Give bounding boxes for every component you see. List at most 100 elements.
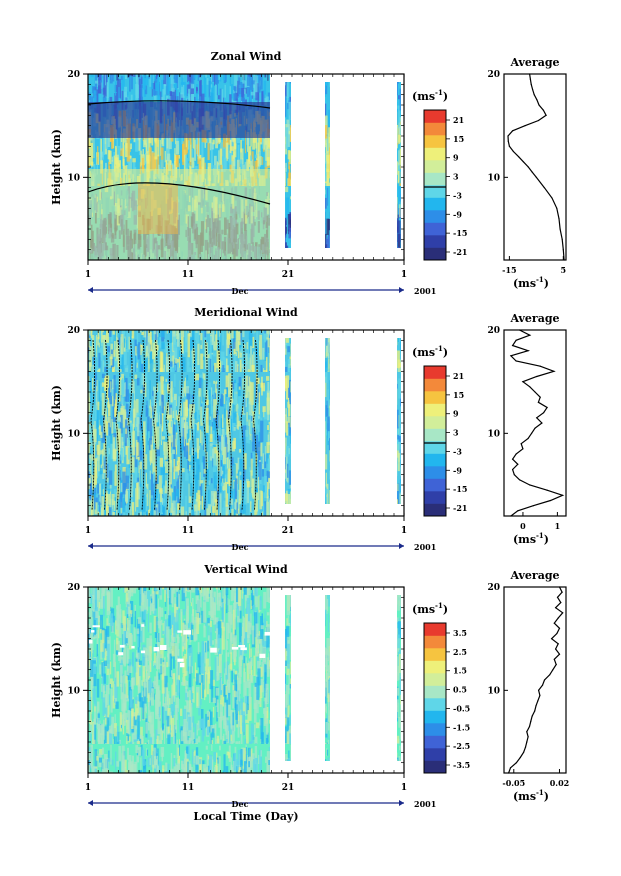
- profile-point: [537, 401, 540, 403]
- profile-frame: [503, 73, 567, 261]
- heatmap-texture: [88, 330, 270, 516]
- profile-point: [523, 751, 525, 753]
- profile-title: Average: [509, 569, 559, 582]
- profile-point: [557, 617, 559, 619]
- colorbar-tick-label: -3: [453, 446, 462, 456]
- profile-point: [530, 83, 532, 85]
- colorbar-swatch: [424, 491, 446, 504]
- profile-point: [555, 607, 557, 609]
- colorbar-swatch: [424, 235, 446, 248]
- contour-line: [103, 339, 108, 511]
- colorbar-tick-label: -2.5: [453, 741, 470, 751]
- profile-point: [558, 653, 561, 655]
- profile-point: [553, 370, 555, 372]
- x-tick-label: 11: [182, 526, 195, 536]
- profile-y-tick-label: 20: [487, 326, 500, 336]
- profile-x-label-close: ): [544, 790, 549, 803]
- profile-x-tick-label: 1: [555, 521, 561, 531]
- colorbar-unit-label: (ms-1): [412, 344, 448, 359]
- colorbar-tick-label: 0.5: [453, 685, 467, 695]
- profile-point: [557, 643, 559, 645]
- colorbar-unit-exponent: -1: [435, 344, 443, 353]
- colorbar-swatch: [424, 428, 446, 442]
- missing-data-speck: [264, 631, 271, 636]
- profile-x-label-text: (ms: [513, 277, 536, 290]
- colorbar-tick-label: -21: [453, 247, 467, 257]
- contour-line: [203, 339, 208, 511]
- heatmap-sample-column-texture: [325, 82, 330, 248]
- colorbar-unit-close: ): [443, 346, 448, 359]
- colorbar-frame: [423, 622, 447, 774]
- month-axis-arrow-left: [88, 287, 93, 293]
- profile-title: Average: [509, 56, 559, 69]
- colorbar-tick-label: -1.5: [453, 722, 470, 732]
- heatmap-sample-column-texture: [325, 595, 330, 761]
- profile-point: [535, 176, 537, 178]
- missing-data-speck: [131, 645, 135, 649]
- profile-point: [541, 684, 544, 686]
- profile-frame: [503, 586, 567, 774]
- profile-point: [529, 78, 532, 80]
- missing-data-speck: [118, 652, 124, 656]
- colorbar-swatch: [424, 478, 446, 492]
- profile-point: [556, 632, 558, 635]
- x-tick-label: 21: [282, 783, 295, 793]
- heatmap-sample-column-texture: [285, 595, 291, 761]
- colorbar-tick-label: -0.5: [453, 703, 470, 713]
- profile-point: [536, 417, 538, 419]
- profile-point: [561, 238, 563, 240]
- x-tick-label: 21: [282, 526, 295, 536]
- colorbar-swatch: [424, 147, 446, 161]
- profile-point: [562, 249, 564, 251]
- profile-x-label: (ms-1): [513, 788, 549, 803]
- profile-point: [515, 762, 518, 764]
- x-tick-label: 1: [401, 526, 407, 536]
- colorbar-swatch: [424, 122, 446, 136]
- heatmap-sample-column-texture: [285, 82, 291, 248]
- profile-point: [528, 725, 531, 728]
- profile-point: [515, 339, 517, 341]
- colorbar-swatch: [424, 160, 446, 173]
- colorbar-swatch: [424, 723, 446, 736]
- profile-point: [560, 601, 562, 604]
- panel-title: Vertical Wind: [203, 563, 288, 576]
- x-tick-label: 11: [182, 783, 195, 793]
- colorbar-tick-label: 9: [453, 409, 459, 419]
- x-tick-label: 1: [85, 270, 91, 280]
- panel-title: Meridional Wind: [194, 306, 298, 319]
- colorbar-swatch: [424, 210, 446, 223]
- profile-point: [541, 422, 543, 424]
- colorbar-swatch: [424, 466, 446, 479]
- year-label: 2001: [414, 799, 436, 809]
- x-tick-label: 1: [85, 526, 91, 536]
- colorbar-swatch: [424, 685, 446, 699]
- colorbar-tick-label: 21: [453, 115, 464, 125]
- y-tick-label: 20: [67, 583, 80, 593]
- x-month-label: Dec: [232, 286, 249, 296]
- profile-point: [522, 448, 524, 450]
- profile-point: [532, 88, 534, 91]
- y-tick-label: 10: [67, 429, 80, 439]
- profile-point: [537, 119, 540, 122]
- missing-data-speck: [140, 650, 146, 654]
- profile-point: [529, 484, 531, 486]
- missing-data-speck: [259, 653, 266, 658]
- colorbar-swatch: [424, 735, 446, 749]
- zonal-positive-band: [88, 169, 270, 260]
- colorbar-swatch: [424, 648, 446, 661]
- profile-point: [529, 386, 531, 388]
- contour-line: [190, 339, 196, 511]
- x-tick-label: 11: [182, 270, 195, 280]
- profile-title: Average: [509, 312, 559, 325]
- profile-point: [512, 150, 515, 153]
- missing-data-speck: [119, 644, 125, 648]
- missing-data-speck: [177, 658, 184, 662]
- y-tick-label: 10: [67, 686, 80, 696]
- profile-x-tick-label: -15: [502, 265, 516, 275]
- profile-point: [511, 130, 514, 132]
- colorbar-unit-label: (ms-1): [412, 601, 448, 616]
- profile-point: [536, 99, 538, 101]
- colorbar-swatch: [424, 635, 446, 649]
